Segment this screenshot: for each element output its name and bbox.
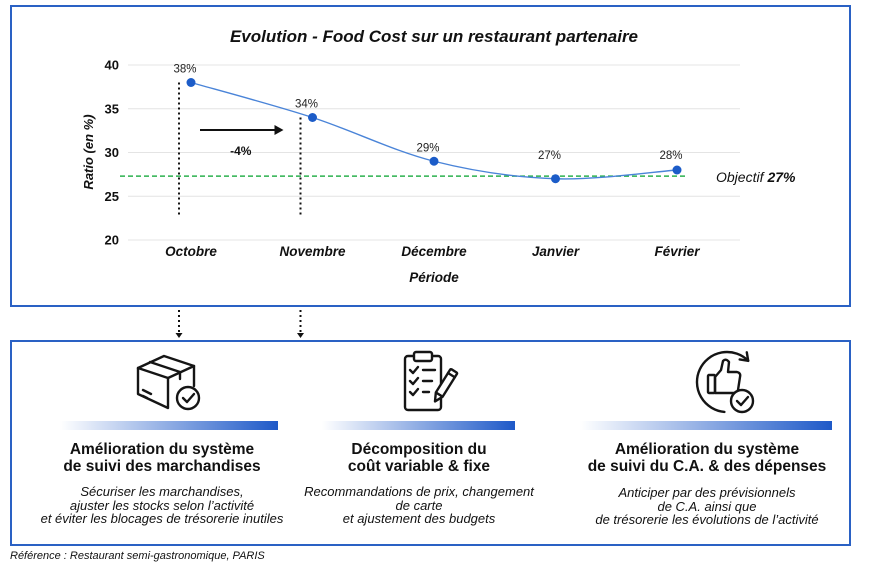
x-tick-label: Janvier xyxy=(532,244,580,259)
data-value-label: 28% xyxy=(659,150,682,162)
target-label: Objectif 27% xyxy=(716,169,796,185)
data-value-label: 29% xyxy=(416,142,439,154)
data-point xyxy=(672,165,682,175)
data-point xyxy=(551,174,560,184)
thumbs-up-cycle-icon xyxy=(695,350,755,414)
data-value-label: 27% xyxy=(538,150,561,162)
gradient-divider xyxy=(580,421,832,430)
action-description-line: de C.A. ainsi que xyxy=(657,498,757,514)
action-title: Décomposition du coût variable & fixe xyxy=(279,441,559,475)
data-point xyxy=(186,78,196,87)
gradient-divider xyxy=(60,421,278,430)
y-tick-label: 25 xyxy=(105,189,119,204)
change-arrowhead xyxy=(274,125,284,135)
action-title-line: de suivi du C.A. & des dépenses xyxy=(587,458,827,475)
reference-footnote: Référence : Restaurant semi-gastronomiqu… xyxy=(10,550,265,562)
action-description-line: de carte xyxy=(395,497,443,513)
change-label: -4% xyxy=(230,144,252,158)
action-title-line: de suivi des marchandises xyxy=(63,458,261,475)
action-title-line: Amélioration du système xyxy=(69,441,255,458)
target-label-text: Objectif xyxy=(716,169,766,185)
action-title: Amélioration du système de suivi des mar… xyxy=(12,441,312,475)
action-title-line: Amélioration du système xyxy=(614,441,800,458)
data-value-label: 34% xyxy=(295,99,318,111)
x-axis-title: Période xyxy=(409,270,459,285)
y-tick-label: 30 xyxy=(105,145,119,160)
action-description-line: de trésorerie les évolutions de l’activi… xyxy=(595,512,819,527)
action-title-line: Décomposition du xyxy=(351,441,487,458)
x-tick-label: Décembre xyxy=(401,244,467,259)
data-point xyxy=(308,113,317,122)
clipboard-checklist-icon xyxy=(403,350,459,412)
action-title: Amélioration du système de suivi du C.A.… xyxy=(557,441,857,475)
action-description-line: et ajustement des budgets xyxy=(342,511,496,526)
y-tick-label: 20 xyxy=(105,233,119,248)
data-point xyxy=(429,156,439,166)
chart-title: Evolution - Food Cost sur un restaurant … xyxy=(230,27,638,46)
connector-arrowhead xyxy=(175,333,183,338)
action-description-line: Anticiper par des prévisionnels xyxy=(618,485,796,500)
action-description-line: ajuster les stocks selon l’activité xyxy=(69,497,255,513)
action-description-line: et éviter les blocages de trésorerie inu… xyxy=(40,511,284,526)
box-check-icon xyxy=(136,354,201,411)
x-tick-label: Novembre xyxy=(279,244,346,259)
action-description-line: Sécuriser les marchandises, xyxy=(80,484,244,499)
y-tick-label: 35 xyxy=(105,101,119,116)
action-title-line: coût variable & fixe xyxy=(347,458,491,475)
target-label-value: 27% xyxy=(766,169,796,185)
x-tick-label: Février xyxy=(654,244,700,259)
action-description: Recommandations de prix, changement de c… xyxy=(279,485,559,526)
gradient-divider xyxy=(322,421,515,430)
y-axis-title: Ratio (en %) xyxy=(81,114,96,189)
y-tick-label: 40 xyxy=(105,58,119,73)
data-value-label: 38% xyxy=(173,64,196,76)
action-description-line: Recommandations de prix, changement xyxy=(304,484,534,499)
action-description: Sécuriser les marchandises, ajuster les … xyxy=(12,485,312,526)
x-tick-label: Octobre xyxy=(165,244,217,259)
action-description: Anticiper par des prévisionnels de C.A. … xyxy=(557,486,857,527)
connector-arrowhead xyxy=(297,333,304,338)
chart-panel xyxy=(10,5,851,307)
